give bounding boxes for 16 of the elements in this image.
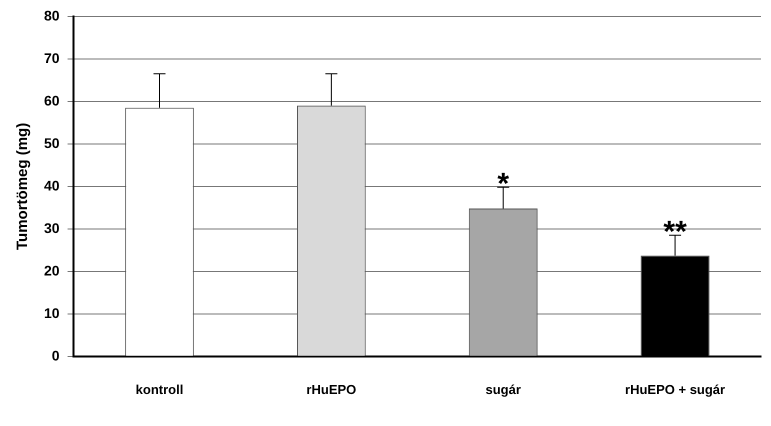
annotation: * (497, 167, 510, 200)
x-tick-label: sugár (486, 382, 521, 397)
y-tick-label: 30 (44, 220, 60, 236)
y-tick-label: 50 (44, 134, 60, 151)
x-tick-label: rHuEPO (306, 382, 356, 397)
y-axis-title: Tumortömeg (mg) (14, 122, 32, 250)
y-tick-label: 10 (44, 304, 60, 321)
y-tick-label: 80 (44, 7, 60, 24)
annotation: ** (663, 215, 688, 248)
y-tick-label: 0 (52, 347, 60, 364)
y-tick-label: 60 (44, 92, 60, 108)
y-tick-label: 70 (44, 50, 60, 66)
x-tick-label: kontroll (136, 382, 184, 397)
y-tick-label: 20 (44, 262, 60, 278)
x-tick-label: rHuEPO + sugár (625, 382, 726, 397)
y-tick-label: 40 (44, 177, 60, 194)
